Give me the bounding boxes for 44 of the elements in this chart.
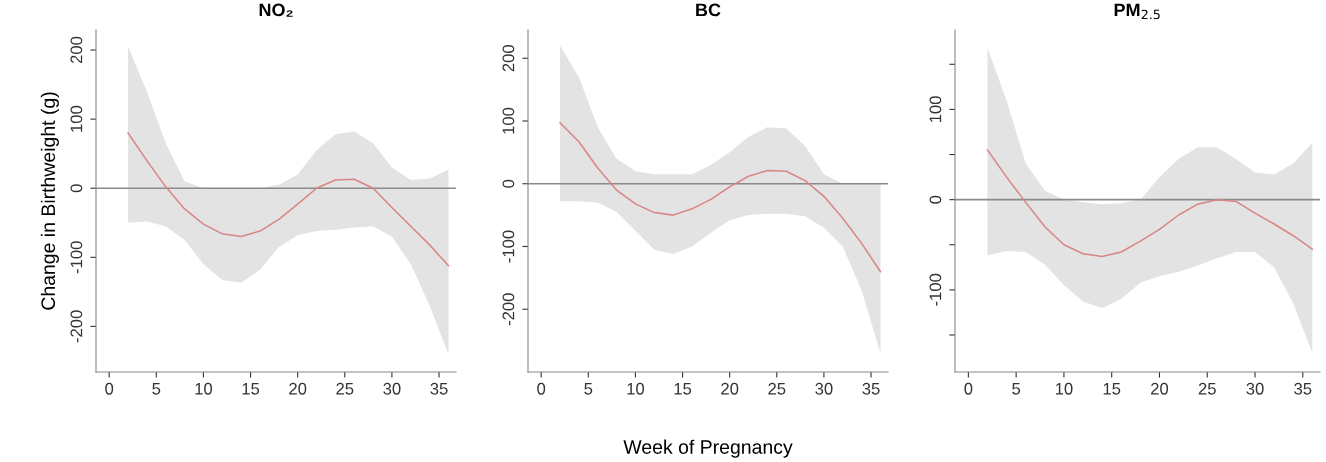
x-tick-label: 0 <box>964 382 973 395</box>
x-tick-label: 0 <box>105 382 114 395</box>
x-tick-label: 15 <box>1103 383 1121 395</box>
x-tick-label: 25 <box>336 382 354 395</box>
line-series <box>986 149 1314 258</box>
x-tick-label: 10 <box>1055 382 1073 395</box>
x-tick-label: 15 <box>674 383 692 395</box>
y-tick-label: 100 <box>502 107 515 134</box>
line-series <box>559 122 882 273</box>
y-tick-label: -200 <box>70 310 83 343</box>
x-tick-label: 20 <box>721 382 739 395</box>
x-tick-label: 10 <box>195 382 213 395</box>
x-tick-label: 15 <box>242 383 260 395</box>
y-tick-label: -100 <box>70 241 83 274</box>
x-tick-label: 10 <box>627 382 645 395</box>
x-tick-label: 5 <box>1012 383 1021 395</box>
x-tick-label: 35 <box>430 382 448 395</box>
y-tick-label: 100 <box>70 105 83 132</box>
x-tick-label: 30 <box>815 382 833 395</box>
x-tick-label: 0 <box>537 382 546 395</box>
y-tick-label: 0 <box>929 195 942 204</box>
x-tick-label: 20 <box>1151 382 1169 395</box>
x-tick-label: 35 <box>862 382 880 395</box>
y-tick-label: -100 <box>929 273 942 306</box>
y-tick-label: -200 <box>502 293 515 326</box>
y-tick-label: 100 <box>929 96 942 123</box>
chart-title: PM$_{2.5}$ <box>1114 3 1160 20</box>
x-tick-label: 25 <box>1198 382 1216 395</box>
x-tick-label: 30 <box>383 382 401 395</box>
y-tick-label: -100 <box>502 230 515 263</box>
y-tick-label: 200 <box>70 36 83 64</box>
x-tick-label: 5 <box>152 383 161 395</box>
y-tick-label: 0 <box>70 184 83 193</box>
x-tick-label: 5 <box>584 383 593 395</box>
x-tick-label: 35 <box>1294 382 1312 395</box>
x-tick-label: 25 <box>768 382 786 395</box>
x-tick-label: 20 <box>289 382 307 395</box>
chart-title: BC <box>696 3 721 17</box>
x-tick-label: 30 <box>1246 382 1264 395</box>
x-axis-title: Week of Pregnancy <box>623 439 793 458</box>
y-tick-label: 0 <box>502 179 515 188</box>
y-tick-label: 200 <box>502 44 515 72</box>
chart-title: NO₂ <box>259 3 293 17</box>
y-axis-title: Change in Birthweight (g) <box>40 92 59 310</box>
